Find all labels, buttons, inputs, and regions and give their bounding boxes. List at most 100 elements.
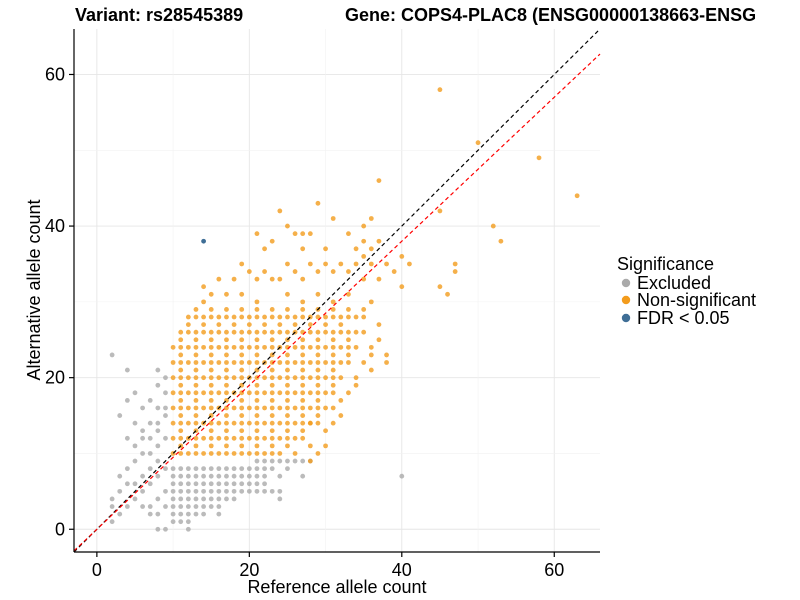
point-non-significant <box>216 344 222 350</box>
point-non-significant <box>384 352 389 358</box>
point-non-significant <box>315 360 321 365</box>
point-non-significant <box>224 329 229 335</box>
point-non-significant <box>376 238 382 244</box>
point-non-significant <box>353 382 359 388</box>
point-excluded <box>178 504 184 509</box>
point-non-significant <box>277 375 283 381</box>
point-excluded <box>178 466 184 472</box>
point-non-significant <box>330 344 336 350</box>
point-excluded <box>269 458 275 464</box>
point-non-significant <box>353 246 359 252</box>
point-non-significant <box>246 322 252 328</box>
point-non-significant <box>315 352 321 358</box>
point-non-significant <box>269 435 275 441</box>
point-excluded <box>155 428 161 434</box>
point-non-significant <box>178 382 184 388</box>
point-non-significant <box>269 398 275 403</box>
x-tick-label: 40 <box>392 560 412 580</box>
point-excluded <box>269 488 275 494</box>
point-non-significant <box>208 337 214 343</box>
point-non-significant <box>224 314 229 320</box>
point-excluded <box>147 451 153 456</box>
point-non-significant <box>224 360 229 365</box>
point-non-significant <box>193 352 199 358</box>
point-excluded <box>155 458 161 464</box>
point-non-significant <box>269 420 275 426</box>
point-non-significant <box>239 420 245 426</box>
point-non-significant <box>185 390 191 396</box>
point-non-significant <box>224 382 229 388</box>
point-non-significant <box>300 276 306 282</box>
point-excluded <box>163 375 168 381</box>
point-non-significant <box>300 367 306 373</box>
point-non-significant <box>300 231 306 237</box>
x-axis-label: Reference allele count <box>247 577 426 597</box>
point-excluded <box>208 496 214 502</box>
point-non-significant <box>452 261 458 267</box>
point-non-significant <box>300 314 306 320</box>
point-excluded <box>201 466 206 472</box>
point-non-significant <box>201 344 206 350</box>
point-non-significant <box>262 314 267 320</box>
point-non-significant <box>368 367 374 373</box>
point-non-significant <box>330 352 336 358</box>
point-non-significant <box>277 360 283 365</box>
point-non-significant <box>239 314 245 320</box>
point-non-significant <box>452 269 458 274</box>
point-non-significant <box>224 443 229 449</box>
point-non-significant <box>323 329 328 335</box>
point-non-significant <box>315 200 321 206</box>
point-non-significant <box>368 299 374 305</box>
point-non-significant <box>231 435 237 441</box>
point-non-significant <box>239 344 245 350</box>
point-non-significant <box>330 390 336 396</box>
point-excluded <box>170 496 176 502</box>
point-non-significant <box>193 329 199 335</box>
point-excluded <box>155 473 161 479</box>
point-non-significant <box>208 405 214 411</box>
point-non-significant <box>330 420 336 426</box>
point-non-significant <box>254 435 260 441</box>
point-non-significant <box>315 375 321 381</box>
point-non-significant <box>178 405 184 411</box>
point-non-significant <box>178 360 184 365</box>
point-non-significant <box>292 451 298 456</box>
point-excluded <box>231 473 237 479</box>
point-non-significant <box>208 420 214 426</box>
point-non-significant <box>193 375 199 381</box>
point-excluded <box>185 504 191 509</box>
point-non-significant <box>376 178 382 183</box>
identity-line <box>73 28 601 553</box>
point-excluded <box>163 413 168 418</box>
point-excluded <box>185 496 191 502</box>
point-non-significant <box>185 405 191 411</box>
point-excluded <box>246 466 252 472</box>
point-non-significant <box>224 420 229 426</box>
point-non-significant <box>208 360 214 365</box>
point-non-significant <box>216 451 222 456</box>
point-excluded <box>193 473 199 479</box>
point-non-significant <box>239 451 245 456</box>
point-excluded <box>285 466 290 472</box>
point-excluded <box>216 481 222 487</box>
point-excluded <box>208 481 214 487</box>
point-excluded <box>155 420 161 426</box>
point-non-significant <box>201 390 206 396</box>
point-non-significant <box>292 344 298 350</box>
point-excluded <box>140 428 146 434</box>
point-non-significant <box>277 314 283 320</box>
point-excluded <box>117 488 123 494</box>
point-non-significant <box>376 337 382 343</box>
point-non-significant <box>170 435 176 441</box>
legend-label-fdr: FDR < 0.05 <box>637 308 730 328</box>
point-non-significant <box>254 451 260 456</box>
point-non-significant <box>292 420 298 426</box>
point-non-significant <box>201 435 206 441</box>
point-excluded <box>231 496 237 502</box>
point-non-significant <box>300 428 306 434</box>
chart-title: Variant: rs28545389 <box>75 5 243 25</box>
point-non-significant <box>292 435 298 441</box>
point-excluded <box>262 481 267 487</box>
point-non-significant <box>246 451 252 456</box>
point-non-significant <box>254 329 260 335</box>
